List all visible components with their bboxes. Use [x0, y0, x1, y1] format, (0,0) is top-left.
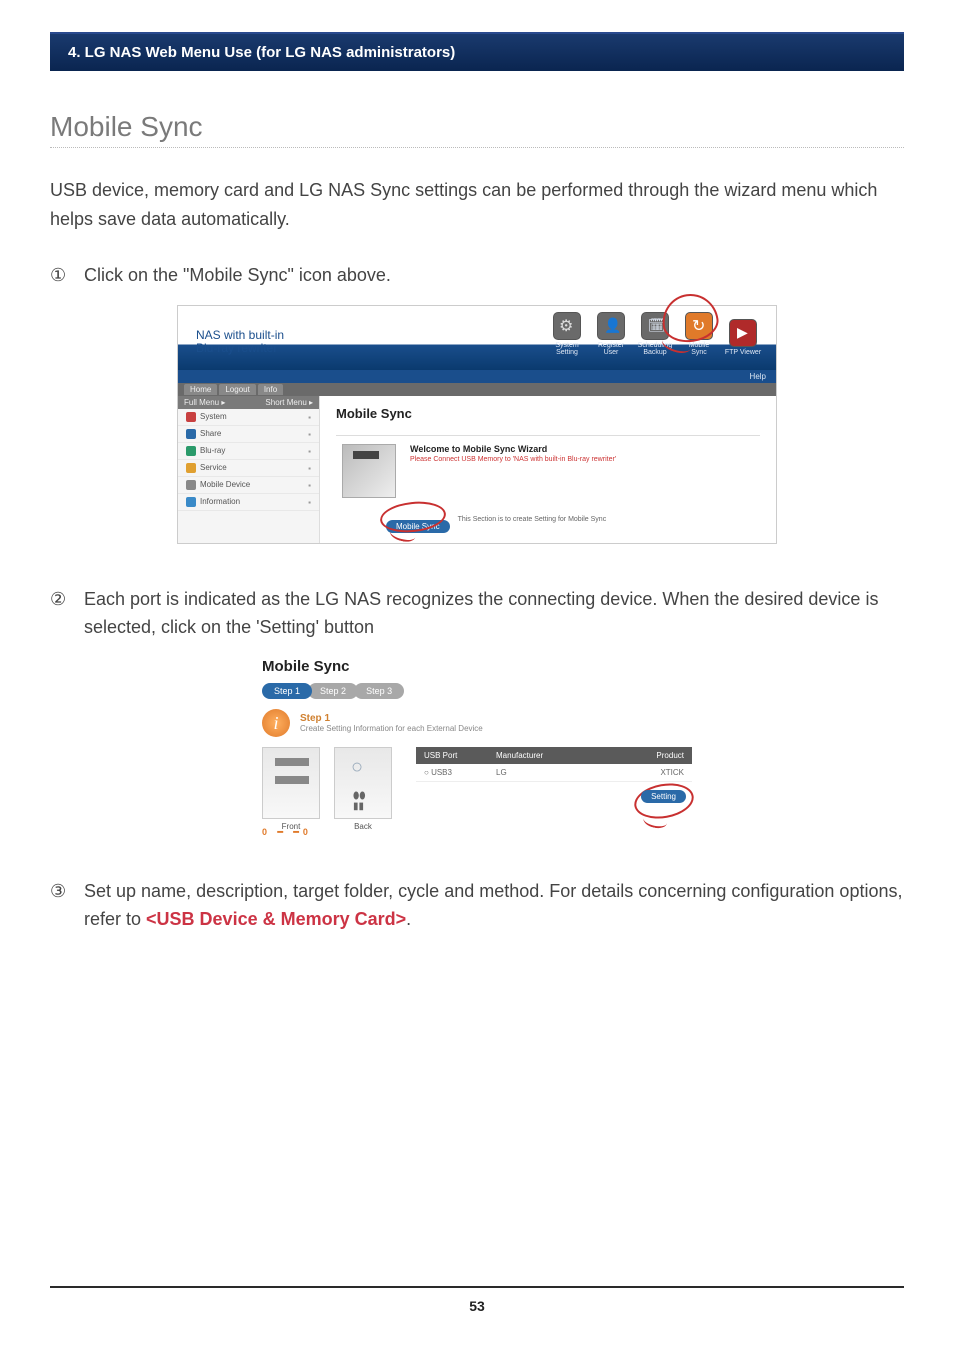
screenshot-step1-ports: Mobile Sync Step 1 Step 2 Step 3 i Step … [262, 658, 692, 838]
step-sublabel: Create Setting Information for each Exte… [300, 724, 483, 733]
nav-mobile-sync[interactable]: Mobile Sync [680, 312, 718, 356]
panel-title: Mobile Sync [336, 406, 760, 421]
tab-home[interactable]: Home [184, 384, 217, 395]
step-2-number: ② [50, 586, 84, 642]
step-3: ③ Set up name, description, target folde… [50, 878, 904, 934]
sidebar-item-system[interactable]: System▪ [178, 409, 319, 426]
ftp-icon [729, 319, 757, 347]
wizard-sub: Please Connect USB Memory to 'NAS with b… [410, 456, 616, 463]
section-title: Mobile Sync [50, 111, 904, 148]
screenshot-mobile-sync-wizard: NAS with built-in Blu-ray rewriter Syste… [177, 305, 777, 544]
device-back-view: Back [334, 747, 392, 831]
main-panel: Mobile Sync Welcome to Mobile Sync Wizar… [320, 396, 776, 543]
step-pill-2[interactable]: Step 2 [308, 683, 358, 699]
tab-info[interactable]: Info [258, 384, 283, 395]
usb-device-link[interactable]: <USB Device & Memory Card> [146, 909, 406, 929]
step-1: ① Click on the "Mobile Sync" icon above. [50, 262, 904, 290]
sync-icon [685, 312, 713, 340]
step-1-text: Click on the "Mobile Sync" icon above. [84, 262, 904, 290]
step-2-text: Each port is indicated as the LG NAS rec… [84, 586, 904, 642]
sidebar-item-mobile-device[interactable]: Mobile Device▪ [178, 477, 319, 494]
help-link[interactable]: Help [750, 372, 766, 381]
sidebar: Full Menu ▸Short Menu ▸ System▪ Share▪ B… [178, 396, 320, 543]
step-3-number: ③ [50, 878, 84, 934]
brand-line1: NAS with built-in [196, 329, 284, 343]
sidebar-item-share[interactable]: Share▪ [178, 426, 319, 443]
nav-register-user[interactable]: Register User [592, 312, 630, 356]
chapter-header: 4. LG NAS Web Menu Use (for LG NAS admin… [50, 32, 904, 71]
ports-table: USB Port Manufacturer Product USB3 LG XT… [416, 747, 692, 826]
tab-logout[interactable]: Logout [219, 384, 255, 395]
info-icon: i [262, 709, 290, 737]
step-2: ② Each port is indicated as the LG NAS r… [50, 586, 904, 642]
sidebar-item-service[interactable]: Service▪ [178, 460, 319, 477]
nav-scheduling[interactable]: Scheduling Backup [636, 312, 674, 356]
step-pill-1[interactable]: Step 1 [262, 683, 312, 699]
device-front-view: Front [262, 747, 320, 831]
setting-button[interactable]: Setting [641, 790, 686, 803]
step-label: Step 1 [300, 713, 483, 724]
col-manufacturer: Manufacturer [488, 747, 576, 764]
pill-description: This Section is to create Setting for Mo… [458, 516, 607, 523]
table-row[interactable]: USB3 LG XTICK [416, 764, 692, 782]
calendar-icon [641, 312, 669, 340]
col-product: Product [576, 747, 692, 764]
shot2-title: Mobile Sync [262, 658, 692, 675]
gear-icon [553, 312, 581, 340]
intro-paragraph: USB device, memory card and LG NAS Sync … [50, 176, 904, 234]
step-pills: Step 1 Step 2 Step 3 [262, 683, 692, 699]
step-3-text: Set up name, description, target folder,… [84, 878, 904, 934]
wizard-title: Welcome to Mobile Sync Wizard [410, 444, 616, 454]
user-icon [597, 312, 625, 340]
step-1-number: ① [50, 262, 84, 290]
usb-image [342, 444, 396, 498]
tabs-row: HomeLogoutInfo [178, 383, 776, 396]
help-bar: Help [178, 370, 776, 383]
step-pill-3[interactable]: Step 3 [354, 683, 404, 699]
brand-line2: Blu-ray rewriter [196, 342, 284, 356]
nav-ftp-viewer[interactable]: FTP Viewer [724, 319, 762, 356]
sidebar-item-information[interactable]: Information▪ [178, 494, 319, 511]
page-number: 53 [50, 1286, 904, 1314]
brand-header: NAS with built-in Blu-ray rewriter Syste… [178, 306, 776, 370]
nav-system-setting[interactable]: System Setting [548, 312, 586, 356]
col-usb-port: USB Port [416, 747, 488, 764]
sidebar-item-bluray[interactable]: Blu-ray▪ [178, 443, 319, 460]
